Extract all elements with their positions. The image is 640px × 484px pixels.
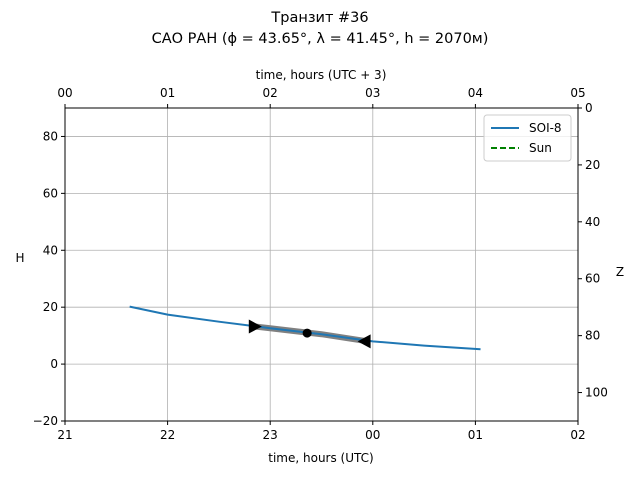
z-tick-label: 0 — [585, 101, 593, 115]
x-tick-label: 01 — [468, 428, 483, 442]
y-axis-label: H — [15, 251, 24, 265]
legend-label-sun: Sun — [529, 141, 552, 155]
x-tick-label: 22 — [160, 428, 175, 442]
chart-subtitle: САО РАН (ϕ = 43.65°, λ = 41.45°, h = 207… — [152, 31, 489, 47]
legend-box — [483, 114, 572, 162]
marker-triangle-right — [248, 319, 262, 334]
x-axis-top-label: time, hours (UTC + 3) — [256, 68, 387, 82]
x-tick-label: 00 — [365, 428, 380, 442]
z-axis-label: Z — [616, 265, 624, 279]
z-tick-label: 20 — [585, 158, 600, 172]
y-tick-label: 20 — [43, 300, 58, 314]
z-tick-label: 40 — [585, 215, 600, 229]
x-tick-label: 02 — [570, 428, 585, 442]
marker-circle — [302, 328, 312, 338]
z-tick-label: 80 — [585, 329, 600, 343]
x-tick-label: 21 — [57, 428, 72, 442]
x-top-tick-label: 03 — [365, 86, 380, 100]
x-top-tick-label: 05 — [570, 86, 585, 100]
x-top-tick-label: 04 — [468, 86, 483, 100]
y-tick-label: 60 — [43, 186, 58, 200]
y-tick-label: 80 — [43, 129, 58, 143]
y-tick-label: 40 — [43, 243, 58, 257]
x-top-tick-label: 02 — [263, 86, 278, 100]
y-tick-label: 0 — [50, 357, 58, 371]
series-line-soi-8 — [129, 305, 481, 351]
x-top-tick-label: 01 — [160, 86, 175, 100]
y-tick-label: −20 — [33, 414, 58, 428]
legend: SOI-8 Sun — [483, 114, 572, 162]
x-tick-label: 23 — [263, 428, 278, 442]
chart-title: Транзит #36 — [270, 10, 368, 26]
legend-label-soi8: SOI-8 — [529, 121, 562, 135]
z-tick-label: 100 — [585, 386, 608, 400]
marker-triangle-left — [357, 334, 371, 349]
x-top-tick-label: 00 — [57, 86, 72, 100]
z-tick-label: 60 — [585, 272, 600, 286]
x-axis-label: time, hours (UTC) — [268, 451, 373, 465]
plot-frame — [64, 107, 579, 422]
